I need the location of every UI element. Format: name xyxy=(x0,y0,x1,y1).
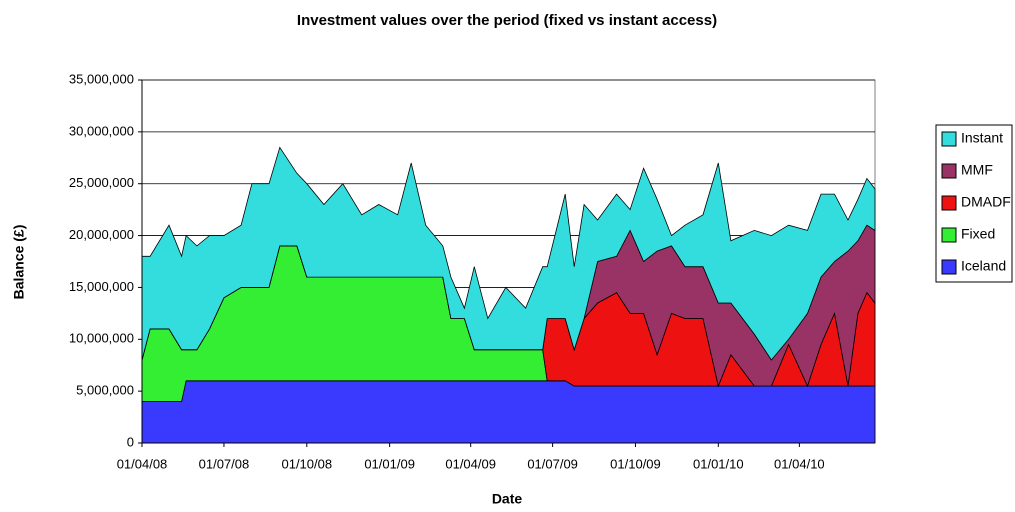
chart-title: Investment values over the period (fixed… xyxy=(297,12,717,29)
legend-label: DMADF xyxy=(961,194,1011,210)
y-tick-label: 5,000,000 xyxy=(76,383,134,398)
x-tick-label: 01/01/09 xyxy=(364,456,415,471)
x-tick-label: 01/07/08 xyxy=(199,456,250,471)
x-tick-label: 01/04/10 xyxy=(774,456,825,471)
legend-swatch xyxy=(941,131,957,147)
x-tick-label: 01/10/09 xyxy=(610,456,661,471)
x-tick-label: 01/10/08 xyxy=(281,456,332,471)
legend-swatch xyxy=(941,259,957,275)
x-tick-label: 01/04/08 xyxy=(117,456,168,471)
legend-label: Instant xyxy=(961,130,1003,146)
x-tick-label: 01/07/09 xyxy=(527,456,578,471)
y-tick-label: 35,000,000 xyxy=(69,71,134,86)
legend-label: MMF xyxy=(961,162,993,178)
legend-label: Iceland xyxy=(961,258,1006,274)
area xyxy=(141,380,876,444)
legend-swatch xyxy=(941,163,957,179)
area xyxy=(141,146,876,361)
y-tick-label: 30,000,000 xyxy=(69,123,134,138)
x-axis-title: Date xyxy=(492,491,523,507)
legend-swatch xyxy=(941,227,957,243)
legend-swatch xyxy=(941,195,957,211)
y-tick-label: 20,000,000 xyxy=(69,227,134,242)
x-tick-label: 01/01/10 xyxy=(693,456,744,471)
x-tick-label: 01/04/09 xyxy=(445,456,496,471)
y-tick-label: 15,000,000 xyxy=(69,279,134,294)
y-tick-label: 25,000,000 xyxy=(69,175,134,190)
y-tick-label: 0 xyxy=(127,434,134,449)
y-axis-title: Balance (£) xyxy=(11,225,27,300)
legend-label: Fixed xyxy=(961,226,995,242)
y-tick-label: 10,000,000 xyxy=(69,331,134,346)
